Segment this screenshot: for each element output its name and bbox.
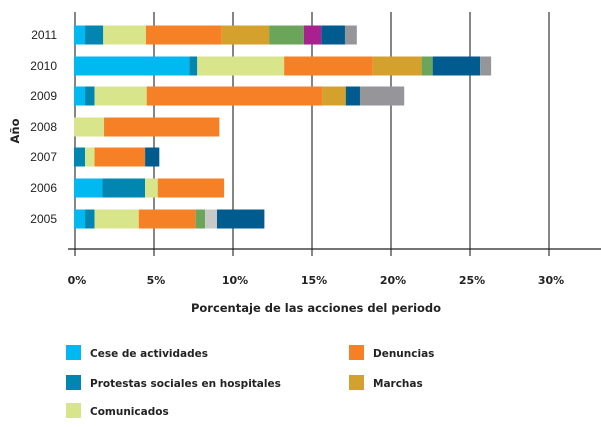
bar-segment bbox=[74, 209, 86, 229]
x-axis-title: Porcentaje de las acciones del periodo bbox=[191, 301, 441, 315]
y-tick-label: 2006 bbox=[30, 181, 57, 195]
legend-swatch bbox=[66, 345, 81, 360]
bar-segment bbox=[303, 25, 322, 45]
legend-label: Marchas bbox=[373, 378, 423, 390]
bar-segment bbox=[221, 25, 270, 45]
bar-segment bbox=[74, 56, 190, 76]
gridlines bbox=[74, 12, 550, 256]
bar-segment bbox=[189, 56, 198, 76]
bar-segment bbox=[94, 86, 147, 106]
bar-segment bbox=[432, 56, 481, 76]
x-tick-label: 5% bbox=[147, 274, 166, 287]
bar-segment bbox=[74, 178, 103, 198]
legend-swatch bbox=[66, 403, 81, 418]
bar-segment bbox=[284, 56, 373, 76]
bar-segment bbox=[104, 117, 220, 137]
bar-segment bbox=[103, 25, 146, 45]
bar-segment bbox=[197, 56, 285, 76]
bar-segment bbox=[74, 86, 86, 106]
legend: Cese de actividades Protestas sociales en… bbox=[66, 345, 434, 418]
bar-segment bbox=[205, 209, 217, 229]
x-tick-label: 15% bbox=[301, 274, 327, 287]
bar-segment bbox=[94, 147, 146, 167]
bar-segment bbox=[322, 86, 346, 106]
bar-segment bbox=[85, 86, 95, 106]
y-tick-label: 2005 bbox=[30, 212, 57, 226]
bar-segment bbox=[94, 209, 139, 229]
x-tick-label: 30% bbox=[538, 274, 564, 287]
bar-segment bbox=[74, 117, 105, 137]
y-tick-label: 2007 bbox=[30, 150, 57, 164]
bar-segment bbox=[421, 56, 433, 76]
bar-segment bbox=[138, 209, 196, 229]
legend-label: Denuncias bbox=[373, 348, 434, 360]
legend-swatch bbox=[349, 345, 364, 360]
y-axis-title: Año bbox=[8, 118, 22, 143]
y-tick-label: 2010 bbox=[30, 59, 57, 73]
x-tick-label: 10% bbox=[222, 274, 248, 287]
bar-segment bbox=[480, 56, 492, 76]
bar-segment bbox=[345, 86, 360, 106]
y-tick-label: 2011 bbox=[31, 28, 57, 42]
x-tick-labels: 0% 5% 10% 15% 20% 25% 30% bbox=[68, 274, 565, 287]
bar-segment bbox=[85, 147, 95, 167]
bar-segment bbox=[102, 178, 146, 198]
x-tick-label: 0% bbox=[68, 274, 87, 287]
legend-swatch bbox=[66, 375, 81, 390]
bar-segment bbox=[269, 25, 304, 45]
bar-segment bbox=[359, 86, 405, 106]
y-tick-label: 2009 bbox=[30, 89, 57, 103]
bar-segment bbox=[216, 209, 265, 229]
legend-label: Cese de actividades bbox=[90, 348, 208, 360]
x-tick-label: 25% bbox=[459, 274, 485, 287]
bar-segment bbox=[85, 209, 95, 229]
bar-segment bbox=[157, 178, 225, 198]
bar-segment bbox=[74, 25, 86, 45]
bar-segment bbox=[195, 209, 206, 229]
y-tick-label: 2008 bbox=[30, 120, 57, 134]
bar-segment bbox=[145, 25, 222, 45]
x-tick-label: 20% bbox=[380, 274, 406, 287]
bar-segment bbox=[344, 25, 357, 45]
bar-segment bbox=[85, 25, 104, 45]
bar-segment bbox=[372, 56, 422, 76]
bar-segment bbox=[146, 86, 323, 106]
legend-label: Protestas sociales en hospitales bbox=[90, 378, 281, 390]
bar-segment bbox=[321, 25, 345, 45]
bar-segment bbox=[145, 178, 158, 198]
bars bbox=[74, 25, 492, 229]
y-tick-labels: 2011 2010 2009 2008 2007 2006 2005 bbox=[30, 28, 57, 226]
legend-label: Comunicados bbox=[90, 406, 169, 418]
bar-segment bbox=[145, 147, 160, 167]
legend-swatch bbox=[349, 375, 364, 390]
bar-segment bbox=[74, 147, 86, 167]
